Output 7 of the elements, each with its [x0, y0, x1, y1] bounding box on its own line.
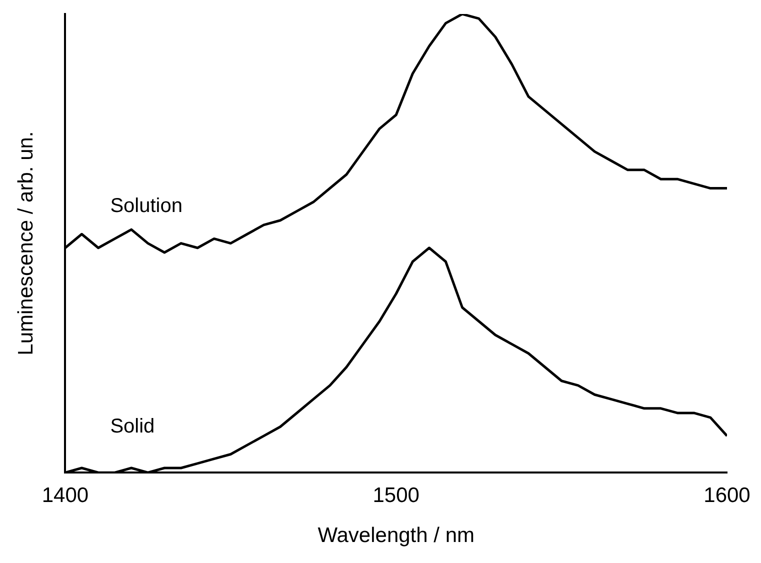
x-tick-label: 1400	[42, 484, 89, 507]
x-tick-label: 1600	[704, 484, 750, 507]
x-axis-title: Wavelength / nm	[318, 524, 474, 548]
series-label: Solid	[110, 415, 155, 438]
x-tick-label: 1500	[372, 484, 420, 507]
y-axis-title: Luminescence / arb. un.	[14, 131, 38, 356]
series-label: Solution	[110, 195, 182, 218]
